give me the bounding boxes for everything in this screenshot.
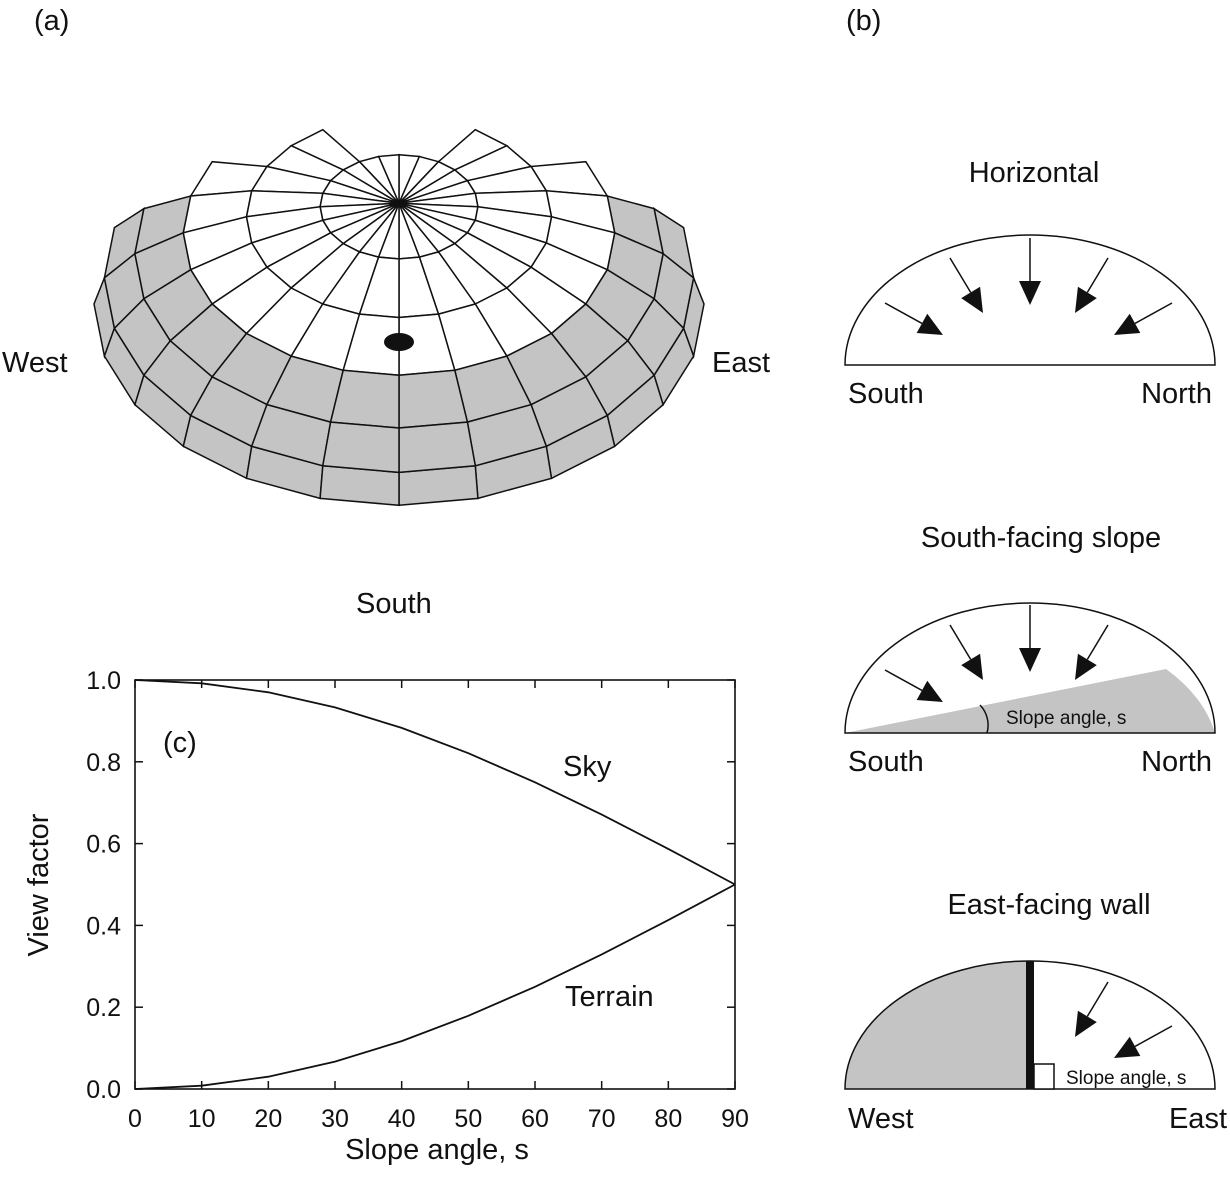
dome-facet — [398, 369, 469, 429]
y-tick-label: 0.8 — [86, 749, 121, 777]
slope-angle-label: Slope angle, s — [1006, 708, 1126, 729]
profile-left-label: West — [848, 1103, 914, 1135]
semicircle-outline — [844, 960, 1216, 1090]
profile-title-south-slope: South-facing slope — [921, 522, 1161, 554]
x-tick-label: 40 — [388, 1105, 416, 1133]
series-label-terrain: Terrain — [565, 981, 654, 1013]
profile-title-horizontal: Horizontal — [969, 157, 1100, 189]
dome-label-south: South — [356, 588, 432, 620]
vertical-wall — [1026, 961, 1034, 1089]
arrow-shaft — [949, 624, 972, 660]
arrow-shaft — [1134, 1025, 1173, 1048]
slope-angle-label: Slope angle, s — [1066, 1068, 1186, 1089]
observer-point — [384, 333, 414, 351]
x-tick-label: 60 — [521, 1105, 549, 1133]
series-label-sky: Sky — [563, 751, 612, 783]
panel-label-c: (c) — [163, 727, 197, 759]
profile-right-label: East — [1169, 1103, 1227, 1135]
arrow-head — [1075, 286, 1097, 313]
chart-series: Sky Terrain — [134, 679, 736, 1090]
profile-horizontal: Horizontal South North — [844, 157, 1216, 410]
sloped-terrain — [845, 669, 1215, 733]
x-axis-ticks: 0 10 20 30 40 50 60 70 80 90 — [128, 680, 749, 1133]
profile-right-label: North — [1141, 378, 1212, 410]
y-axis-label: View factor — [23, 813, 55, 956]
arrow-head — [1019, 281, 1041, 305]
terrain-behind-wall — [845, 961, 1030, 1089]
arrow-shaft — [884, 302, 923, 325]
arrow-shaft — [1134, 302, 1173, 325]
arrow-shaft — [949, 257, 972, 293]
arrow-head — [1075, 1010, 1097, 1037]
y-tick-label: 0.6 — [86, 831, 121, 859]
semicircle-outline — [844, 602, 1216, 734]
arrow-head — [961, 653, 983, 680]
arrow-head — [1075, 653, 1097, 680]
x-tick-label: 90 — [721, 1105, 749, 1133]
radiation-arrows — [884, 238, 1173, 335]
y-tick-label: 0.2 — [86, 994, 121, 1022]
radiation-arrows — [884, 605, 1109, 702]
x-axis-label: Slope angle, s — [345, 1134, 529, 1166]
arrow-head — [916, 313, 943, 335]
y-tick-label: 0.0 — [86, 1076, 121, 1104]
arrow-head — [961, 286, 983, 313]
arrow-head — [916, 680, 943, 702]
y-tick-label: 0.4 — [86, 912, 121, 940]
slope-angle-arc — [979, 704, 989, 734]
radiation-arrows — [1075, 981, 1173, 1058]
arrow-shaft — [884, 669, 923, 692]
profile-left-label: South — [848, 378, 924, 410]
profile-left-label: South — [848, 746, 924, 778]
arrow-head — [1019, 648, 1041, 672]
panel-label-b: (b) — [846, 5, 881, 37]
view-factor-chart: (c) 0 10 20 30 40 50 60 70 80 90 0.0 0.2 0.4 0.6 0.8 1… — [23, 667, 749, 1166]
y-axis-ticks: 0.0 0.2 0.4 0.6 0.8 1.0 — [86, 667, 735, 1104]
profile-right-label: North — [1141, 746, 1212, 778]
dome-facet — [321, 421, 400, 474]
x-tick-label: 0 — [128, 1105, 142, 1133]
series-line-sky — [134, 679, 736, 886]
dome-facet — [329, 369, 400, 429]
dome-label-west: West — [2, 347, 68, 379]
arrow-shaft — [1086, 257, 1109, 293]
profile-south-facing-slope: South-facing slope Slope angle, s South … — [844, 522, 1216, 778]
arrow-head — [1114, 313, 1141, 335]
x-tick-label: 50 — [454, 1105, 482, 1133]
y-tick-label: 1.0 — [86, 667, 121, 695]
arrow-shaft — [1086, 981, 1109, 1017]
x-tick-label: 30 — [321, 1105, 349, 1133]
panel-label-a: (a) — [34, 5, 69, 37]
profile-title-east-wall: East-facing wall — [947, 889, 1150, 921]
sky-hemisphere-dome — [93, 128, 705, 507]
dome-facet — [398, 421, 477, 474]
profile-east-facing-wall: East-facing wall Slope angle, s West Eas… — [844, 889, 1227, 1135]
x-tick-label: 80 — [654, 1105, 682, 1133]
dome-label-east: East — [712, 347, 770, 379]
arrow-shaft — [1086, 624, 1109, 660]
right-angle-marker — [1033, 1063, 1055, 1090]
x-tick-label: 70 — [588, 1105, 616, 1133]
x-tick-label: 20 — [254, 1105, 282, 1133]
arrow-head — [1114, 1036, 1141, 1058]
series-line-terrain — [134, 883, 736, 1090]
semicircle-outline — [844, 234, 1216, 366]
x-tick-label: 10 — [188, 1105, 216, 1133]
